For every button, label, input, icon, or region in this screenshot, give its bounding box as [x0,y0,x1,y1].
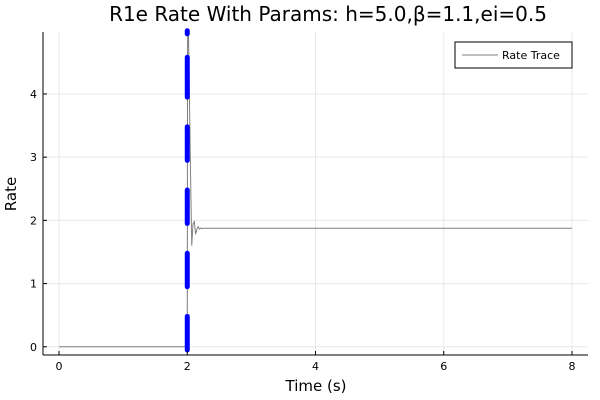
legend-label-rate-trace: Rate Trace [502,49,560,62]
y-tick-label: 0 [30,341,37,354]
x-axis-label: Time (s) [285,377,347,395]
y-tick-label: 4 [30,88,37,101]
grid [43,32,588,355]
y-tick-label: 3 [30,151,37,164]
plot-area [59,28,572,353]
y-tick-label: 2 [30,214,37,227]
x-tick-label: 2 [184,360,191,373]
y-tick-label: 1 [30,278,37,291]
y-axis-label: Rate [2,177,20,211]
x-tick-label: 0 [56,360,63,373]
x-tick-label: 8 [568,360,575,373]
legend: Rate Trace [454,41,573,69]
x-tick-label: 4 [312,360,319,373]
chart-title: R1e Rate With Params: h=5.0,β=1.1,ei=0.5 [109,2,547,26]
tick-labels: 0 2 4 6 8 0 1 2 3 4 [30,88,575,373]
axes [42,32,588,356]
x-tick-label: 6 [440,360,447,373]
series-line-rate-trace [59,30,572,348]
